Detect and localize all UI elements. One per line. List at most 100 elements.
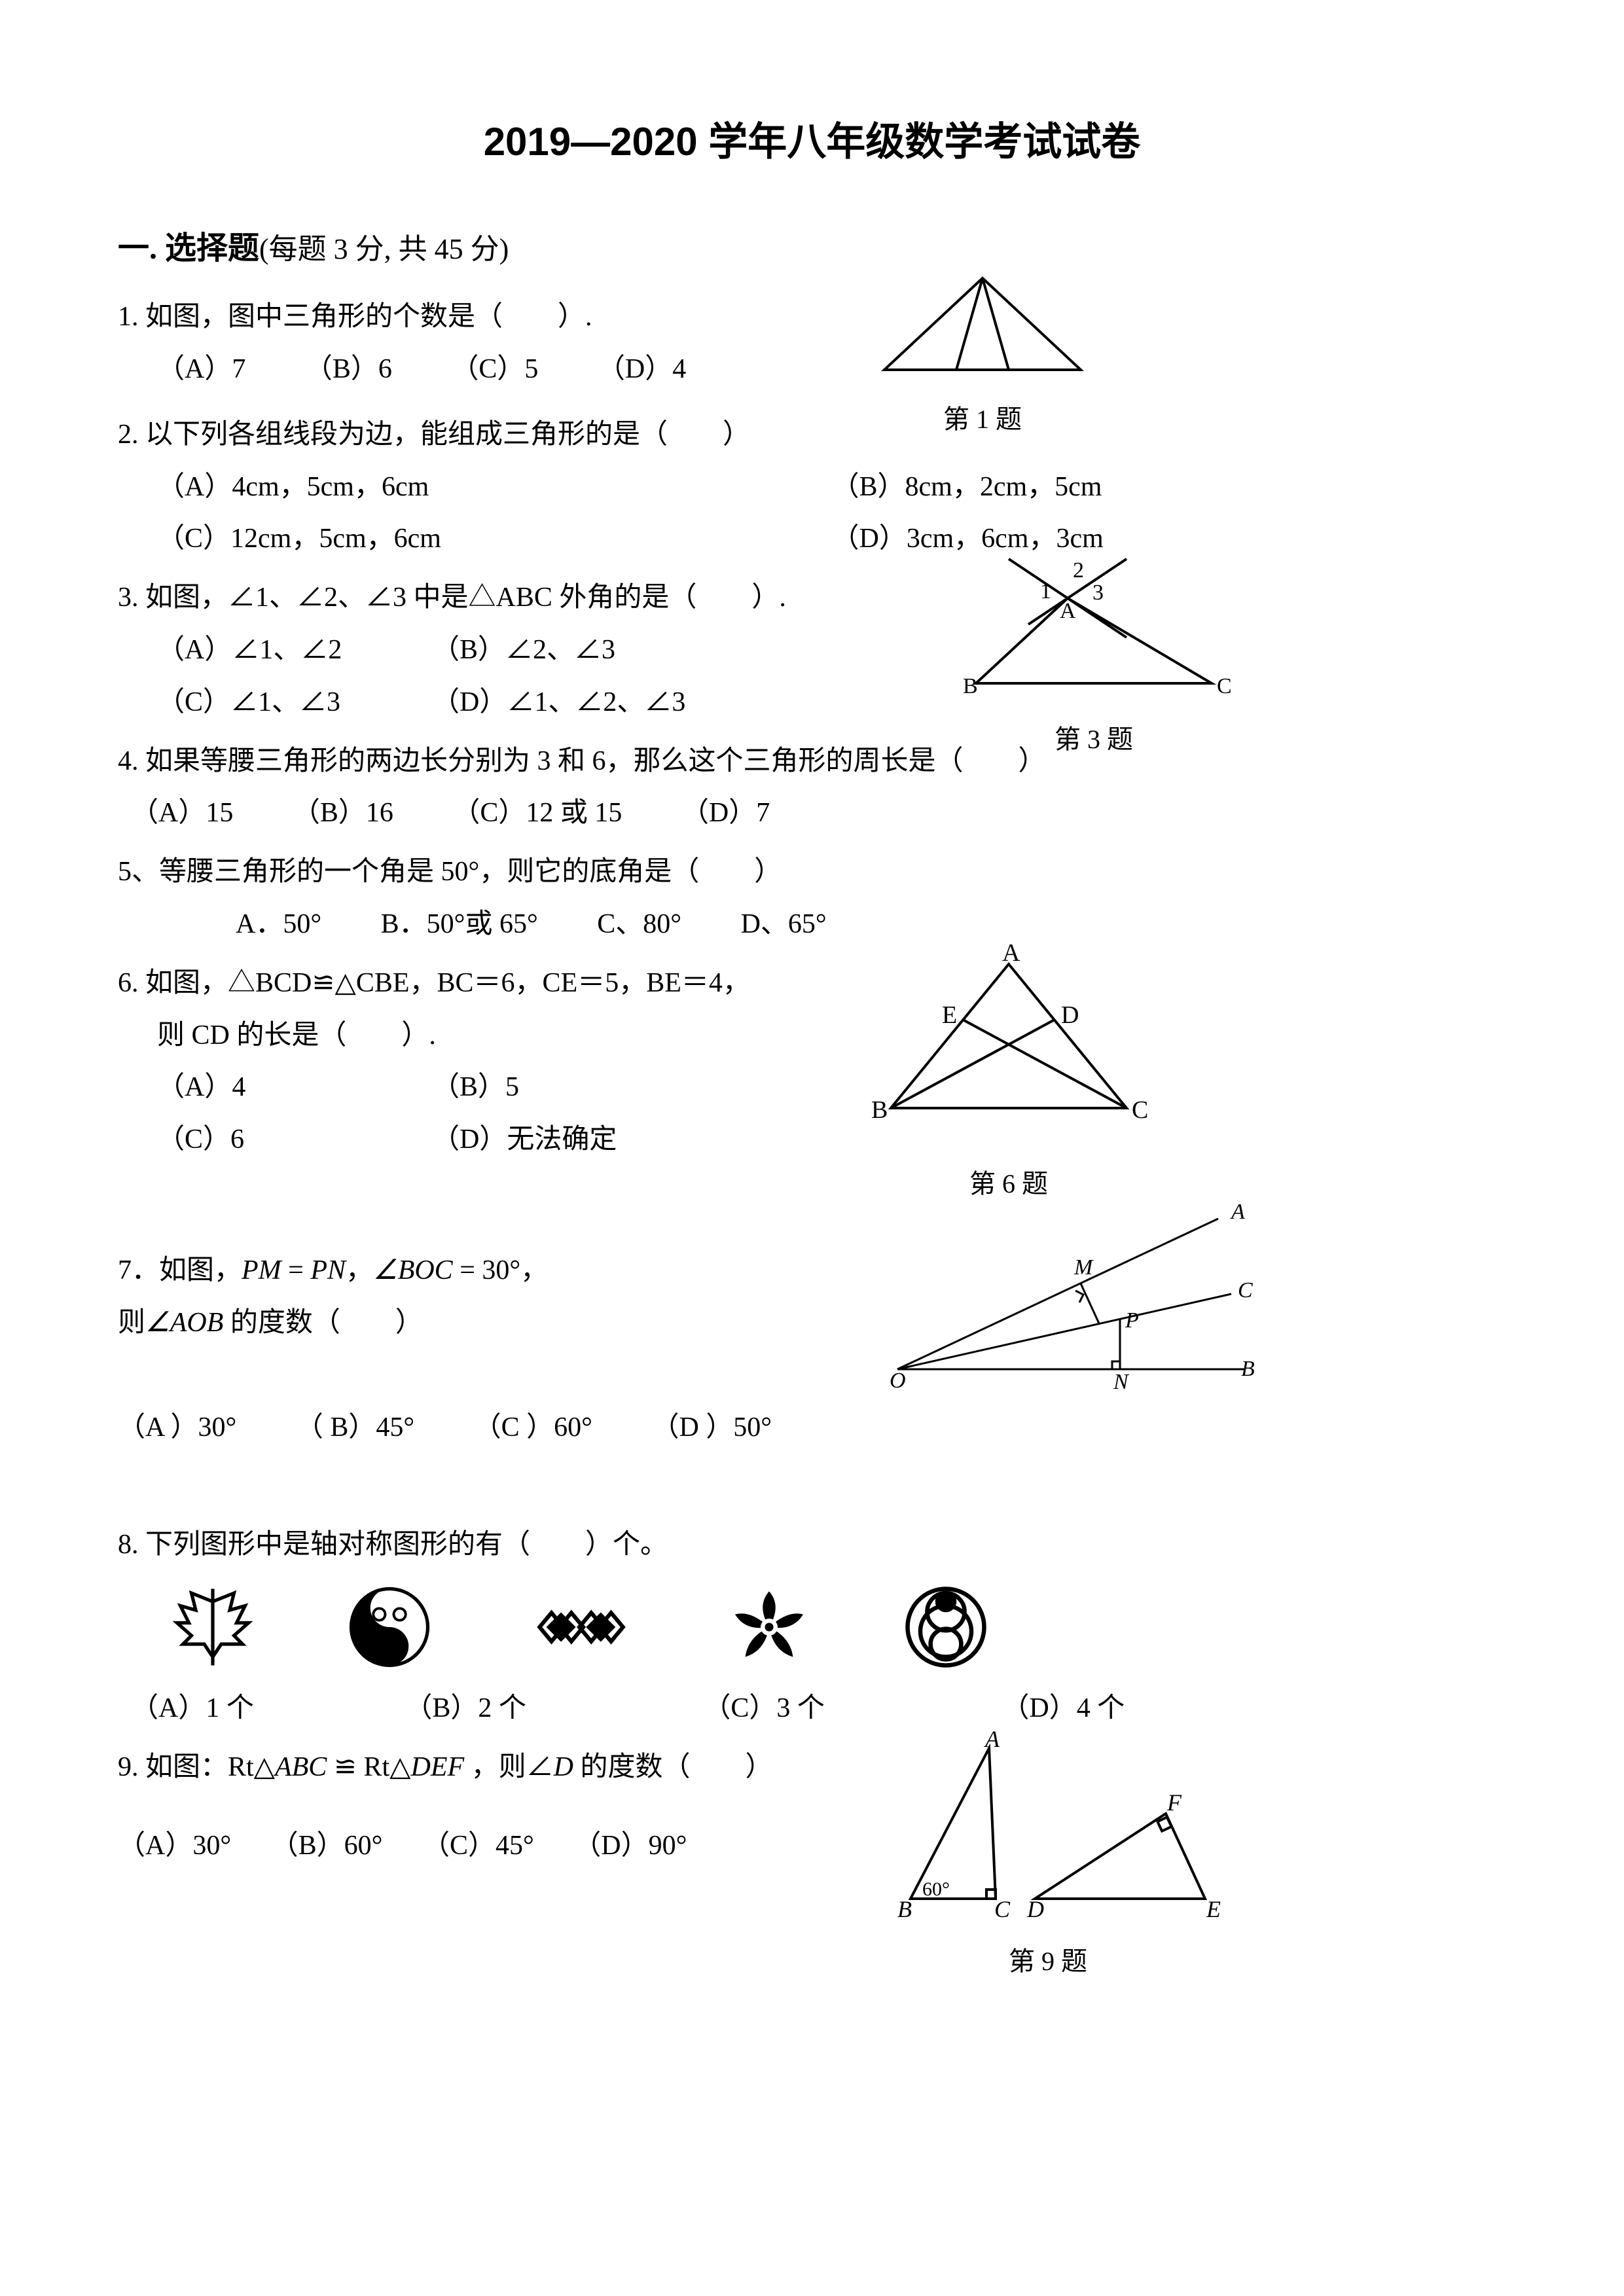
question-2: 2. 以下列各组线段为边，能组成三角形的是（ ） （A）4cm，5cm，6cm … [118,409,1506,565]
question-3: A B C 1 2 3 第 3 题 3. 如图，∠1、∠2、∠3 中是△ABC … [118,572,1506,728]
q6-text2: 则 CD 的长是（ ）. [118,1010,1506,1062]
q8-opt-b: （B）2 个 [405,1683,526,1735]
q7-opt-b: （ B）45° [296,1402,414,1454]
q6-label-E: E [942,1001,957,1029]
q3-label-2: 2 [1073,558,1084,583]
q1-opt-c: （C）5 [451,344,538,396]
q1-opt-a: （A）7 [157,344,245,396]
yinyang-icon [347,1585,432,1670]
question-9: A B C D E F 60° 第 9 题 9. 如图：Rt△ABC ≌ Rt△… [118,1742,1506,1873]
q3-figure: A B C 1 2 3 第 3 题 [956,552,1231,764]
q9-figure: A B C D E F 60° 第 9 题 [865,1735,1231,1986]
q7-angle-diagram: O A B C M N P [878,1206,1257,1395]
q7-opt-a: （A ）30° [118,1402,236,1454]
question-6: A B C D E 第 6 题 6. 如图，△BCD≌△CBE，BC＝6，CE＝… [118,958,1506,1166]
q9-text1: 9. 如图：Rt△ [118,1752,275,1782]
q9-fig-label: 第 9 题 [865,1937,1231,1986]
q7-label-B: B [1241,1357,1255,1381]
q6-text1: 6. 如图，△BCD≌△CBE，BC＝6，CE＝5，BE＝4， [118,958,1506,1010]
q7-opt-d: （D ）50° [651,1402,772,1454]
q7-opt-c: （C ）60° [474,1402,592,1454]
q7-line1: 7．如图，PM = PN，∠BOC = 30°， [118,1245,1506,1297]
q3-label-1: 1 [1040,579,1051,603]
q9-def: DEF [411,1752,465,1782]
q4-opt-c: （C）12 或 15 [452,787,622,840]
q8-text: 8. 下列图形中是轴对称图形的有（ ）个。 [118,1519,1506,1571]
leaf-icon [170,1585,255,1670]
q7-label-M: M [1074,1255,1094,1280]
q9-text2: ，则∠ [464,1752,554,1782]
q9-triangles-diagram: A B C D E F 60° [865,1735,1231,1918]
q9-label-60: 60° [922,1878,950,1900]
q6-triangle-diagram: A B C D E [865,951,1153,1121]
star-flower-icon [727,1585,812,1670]
q3-label-3: 3 [1092,581,1104,605]
q1-text: 1. 如图，图中三角形的个数是（ ）. [118,291,1506,344]
q9-abc: ABC [275,1752,327,1782]
q9-label-C: C [994,1896,1011,1922]
q3-opt-c: （C）∠1、∠3 [157,677,432,729]
q3-opt-a: （A）∠1、∠2 [157,624,432,677]
q9-label-A: A [984,1726,1000,1752]
q4-opt-d: （D）7 [681,787,770,840]
q1-triangle-diagram [871,272,1094,376]
q2-opt-b: （B）8cm，2cm，5cm [832,461,1507,514]
q8-opt-c: （C）3 个 [703,1683,825,1735]
q2-text: 2. 以下列各组线段为边，能组成三角形的是（ ） [118,409,1506,461]
q7-boc: ∠BOC [373,1255,453,1285]
q6-label-A: A [1002,939,1020,967]
section-1-label: 一. 选择题 [118,231,259,266]
q7-label-O: O [890,1369,906,1393]
question-7: O A B C M N P 7．如图，PM = PN，∠BOC = 30°， 则… [118,1245,1506,1454]
q6-opt-a: （A）4 [157,1062,432,1114]
q6-label-C: C [1132,1096,1148,1124]
circles-icon [903,1585,988,1670]
question-8: 8. 下列图形中是轴对称图形的有（ ）个。 [118,1519,1506,1735]
q9-label-F: F [1166,1789,1182,1816]
q7-label-C: C [1238,1278,1253,1302]
q4-opt-a: （A）15 [131,787,233,840]
q9-opt-b: （B）60° [271,1820,383,1873]
page-title: 2019—2020 学年八年级数学考试试卷 [118,105,1506,179]
q7-text2: 则 [118,1308,145,1338]
q7-line2: 则∠AOB 的度数（ ） [118,1297,1506,1350]
q7-eq: = [281,1255,311,1285]
q7-label-P: P [1125,1308,1139,1333]
q6-opt-d: （D）无法确定 [432,1114,707,1166]
q7-text1: 7．如图， [118,1255,242,1285]
q3-label-A: A [1060,599,1076,623]
section-1-sub: (每题 3 分, 共 45 分) [259,233,509,265]
q9-line1: 9. 如图：Rt△ABC ≌ Rt△DEF ，则∠D 的度数（ ） [118,1742,1506,1794]
q7-aob: ∠AOB [145,1308,223,1338]
question-1: 第 1 题 1. 如图，图中三角形的个数是（ ）. （A）7 （B）6 （C）5… [118,291,1506,396]
q9-text3: 的度数（ ） [573,1752,773,1782]
q8-symbol-row [118,1585,1506,1670]
q3-opt-d: （D）∠1、∠2、∠3 [432,677,707,729]
q3-label-B: B [963,674,978,698]
q6-label-D: D [1061,1001,1079,1029]
q9-label-E: E [1206,1896,1221,1922]
q5-opt-d: D、65° [741,899,827,951]
q9-opt-d: （D）90° [573,1820,687,1873]
q9-cong: ≌ Rt△ [327,1752,410,1782]
q8-opt-d: （D）4 个 [1001,1683,1125,1735]
q8-opt-a: （A）1 个 [131,1683,254,1735]
q5-opt-a: A．50° [236,899,321,951]
q6-fig-label: 第 6 题 [865,1159,1153,1209]
q3-triangle-diagram: A B C 1 2 3 [956,552,1231,696]
question-5: 5、等腰三角形的一个角是 50°，则它的底角是（ ） A．50° B．50°或 … [118,846,1506,951]
q7-comma: ， [346,1255,373,1285]
q3-opt-b: （B）∠2、∠3 [432,624,707,677]
q3-text: 3. 如图，∠1、∠2、∠3 中是△ABC 外角的是（ ）. [118,572,1506,624]
q4-opt-b: （B）16 [293,787,393,840]
q7-boceq: = 30°， [453,1255,548,1285]
q9-label-D: D [1026,1896,1044,1922]
q5-text: 5、等腰三角形的一个角是 50°，则它的底角是（ ） [118,846,1506,899]
question-4: 4. 如果等腰三角形的两边长分别为 3 和 6，那么这个三角形的周长是（ ） （… [118,736,1506,840]
q9-dd: D [554,1752,573,1782]
q7-label-N: N [1113,1370,1130,1394]
q5-opt-b: B．50°或 65° [381,899,538,951]
q9-label-B: B [897,1896,912,1922]
q7-label-A: A [1230,1200,1245,1224]
q7-pm: PM [242,1255,281,1285]
